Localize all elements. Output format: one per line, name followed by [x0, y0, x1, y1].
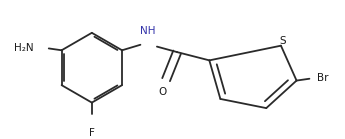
Text: H₂N: H₂N [13, 43, 33, 53]
Text: O: O [158, 87, 167, 97]
Text: S: S [279, 36, 286, 46]
Text: F: F [89, 128, 95, 138]
Text: Br: Br [317, 73, 328, 83]
Text: NH: NH [140, 27, 156, 37]
